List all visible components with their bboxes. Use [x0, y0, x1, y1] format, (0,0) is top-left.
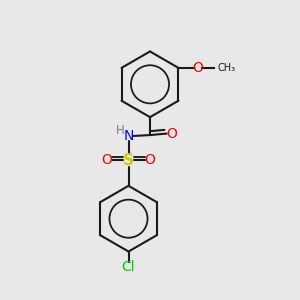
Text: H: H [116, 124, 124, 137]
Text: O: O [102, 154, 112, 167]
Text: N: N [123, 129, 134, 143]
Text: CH₃: CH₃ [217, 63, 236, 73]
Text: Cl: Cl [122, 260, 135, 274]
Text: O: O [192, 61, 203, 75]
Text: O: O [166, 127, 177, 141]
Text: S: S [123, 153, 134, 168]
Text: O: O [145, 154, 155, 167]
